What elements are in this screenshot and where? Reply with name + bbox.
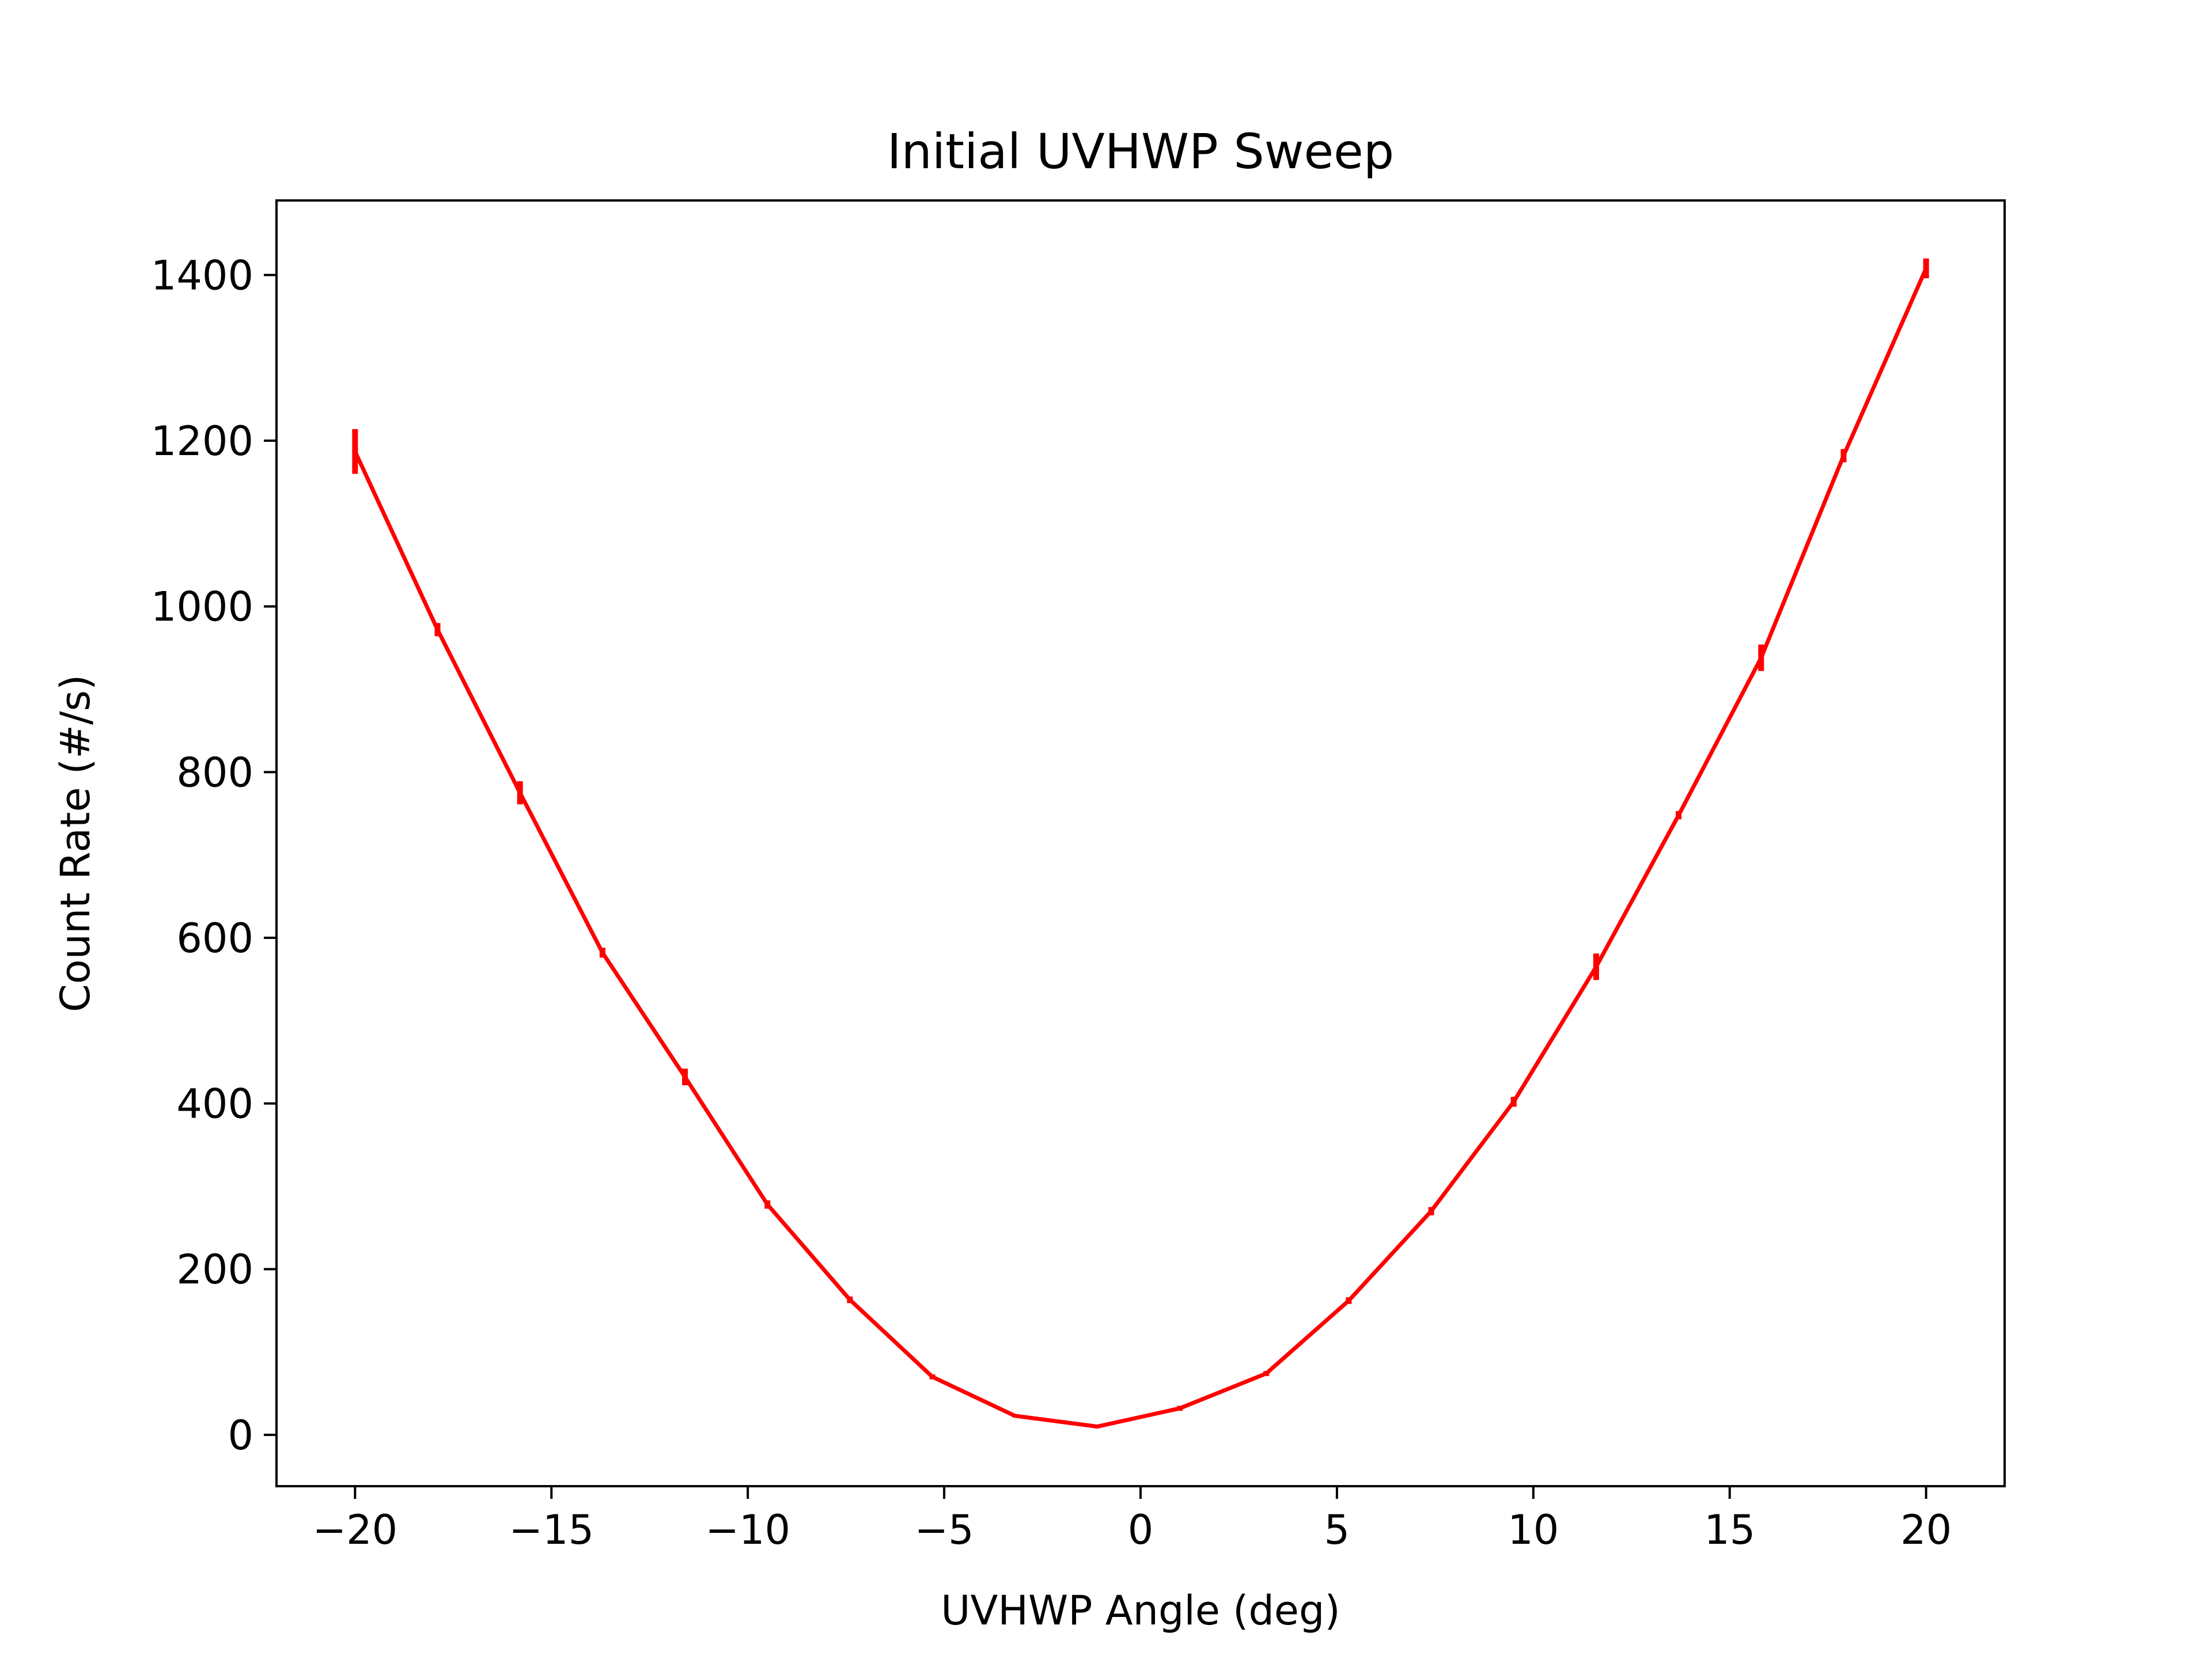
y-axis-label: Count Rate (#/s) (52, 675, 99, 1012)
data-point (1346, 1298, 1351, 1303)
data-point (600, 950, 605, 955)
y-tick-label: 1000 (151, 584, 253, 631)
series-line (353, 267, 1928, 1429)
data-point (1594, 964, 1599, 969)
data-point (1512, 1100, 1516, 1104)
data-point (930, 1374, 935, 1379)
data-point (518, 790, 522, 795)
data-point (435, 627, 440, 632)
y-tick-label: 200 (176, 1246, 253, 1293)
data-point (1013, 1414, 1017, 1418)
x-tick-label: −20 (312, 1506, 397, 1554)
chart-title: Initial UVHWP Sweep (887, 123, 1394, 180)
data-point (353, 449, 357, 454)
x-tick-label: −15 (509, 1506, 594, 1554)
data-point (1924, 266, 1929, 271)
x-tick-label: −10 (705, 1506, 790, 1554)
y-tick-label: 600 (176, 915, 253, 962)
y-axis: 0 200 400 600 800 1000 1200 1400 (151, 252, 276, 1459)
x-tick-label: 15 (1704, 1506, 1755, 1554)
x-tick-label: 0 (1128, 1506, 1154, 1554)
x-tick-label: −5 (914, 1506, 974, 1554)
data-point (1841, 453, 1846, 458)
x-axis: −20 −15 −10 −5 0 5 10 15 20 (312, 1486, 1952, 1554)
y-tick-label: 800 (176, 749, 253, 796)
data-point (1676, 813, 1681, 817)
data-point (1429, 1209, 1434, 1214)
y-tick-label: 1400 (151, 252, 253, 299)
x-axis-label: UVHWP Angle (deg) (941, 1587, 1340, 1634)
y-tick-label: 1200 (151, 418, 253, 465)
data-point (847, 1297, 852, 1302)
data-point (1759, 656, 1763, 660)
data-point (1264, 1371, 1268, 1376)
y-tick-label: 0 (228, 1412, 253, 1459)
data-point (765, 1202, 770, 1207)
data-point (683, 1075, 687, 1080)
x-tick-label: 10 (1508, 1506, 1559, 1554)
data-point (1095, 1424, 1100, 1429)
data-point (1177, 1406, 1182, 1411)
x-tick-label: 20 (1900, 1506, 1952, 1554)
x-tick-label: 5 (1324, 1506, 1350, 1554)
y-tick-label: 400 (176, 1081, 253, 1128)
series-layer (352, 258, 1929, 1429)
